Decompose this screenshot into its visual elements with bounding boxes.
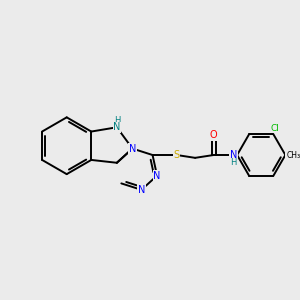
Text: N: N xyxy=(113,122,121,132)
Text: H: H xyxy=(114,116,120,125)
Text: N: N xyxy=(153,171,161,181)
Text: N: N xyxy=(230,150,237,160)
Text: N: N xyxy=(129,144,136,154)
Text: O: O xyxy=(210,130,218,140)
Text: S: S xyxy=(174,150,180,160)
Text: N: N xyxy=(138,185,145,195)
Text: H: H xyxy=(230,158,237,167)
Text: Cl: Cl xyxy=(270,124,279,133)
Text: CH₃: CH₃ xyxy=(287,151,300,160)
